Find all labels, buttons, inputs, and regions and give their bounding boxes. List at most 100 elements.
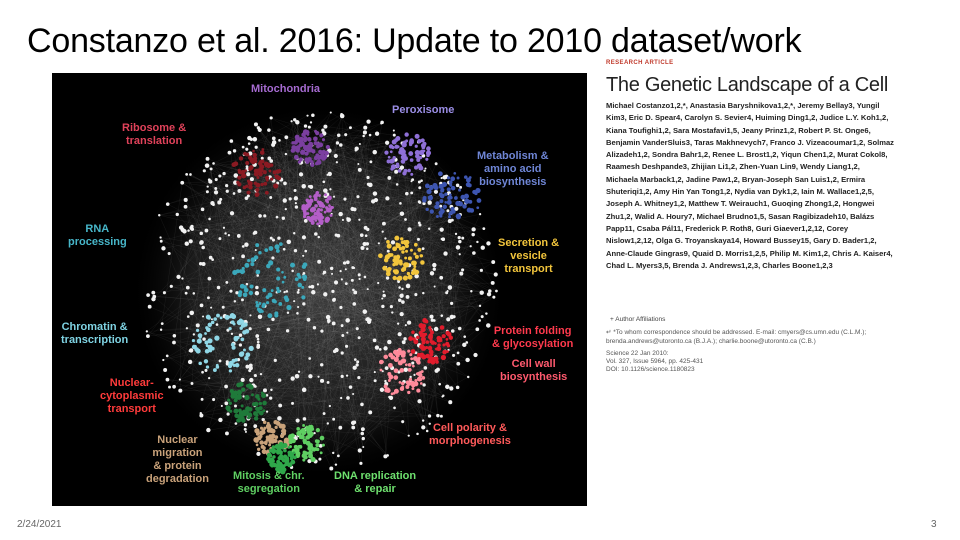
- network-edge: [269, 158, 329, 383]
- network-edge: [160, 237, 243, 301]
- cluster-node: [476, 198, 482, 203]
- cluster-node: [440, 188, 445, 193]
- network-node: [362, 445, 365, 448]
- cluster-node: [253, 171, 259, 177]
- cluster-node: [438, 184, 443, 189]
- cluster-node: [410, 357, 414, 361]
- cluster-node: [243, 287, 249, 293]
- network-node: [326, 422, 329, 425]
- network-edge: [208, 275, 258, 331]
- network-node: [217, 200, 222, 205]
- network-node: [202, 337, 206, 341]
- network-graph: [135, 107, 503, 475]
- network-edge: [308, 219, 406, 320]
- cluster-node: [318, 194, 321, 197]
- cluster-node: [237, 292, 242, 298]
- network-node: [384, 366, 389, 370]
- cluster-node: [472, 189, 477, 195]
- network-node: [422, 383, 426, 387]
- network-node: [259, 372, 263, 376]
- network-edge: [246, 198, 356, 360]
- network-node: [338, 211, 343, 217]
- cluster-node: [400, 267, 405, 272]
- genetic-network-figure: Mitochondria Peroxisome Ribosome & transl…: [52, 73, 587, 506]
- cluster-node: [273, 183, 279, 189]
- network-edge: [171, 286, 356, 360]
- network-node: [352, 365, 357, 370]
- network-edge: [226, 261, 494, 434]
- cluster-node: [414, 378, 418, 383]
- network-node: [248, 366, 253, 371]
- network-edge: [271, 160, 328, 195]
- network-edge: [219, 195, 326, 362]
- network-node: [238, 333, 243, 337]
- network-node: [332, 417, 336, 421]
- cluster-node: [304, 451, 309, 456]
- network-edge: [159, 214, 482, 293]
- cluster-node: [426, 146, 431, 151]
- cluster-node: [428, 185, 434, 191]
- cluster-node: [234, 362, 240, 368]
- network-node: [445, 384, 450, 390]
- network-edge: [382, 231, 404, 343]
- network-edge: [186, 174, 258, 337]
- cluster-node: [399, 147, 405, 153]
- network-node: [249, 377, 254, 383]
- cluster-node: [260, 182, 264, 187]
- network-edge: [208, 286, 310, 299]
- cluster-node: [324, 193, 327, 197]
- network-node: [245, 165, 249, 169]
- network-edge: [369, 184, 460, 204]
- cluster-node: [283, 295, 289, 300]
- network-edge: [251, 178, 368, 249]
- network-edge: [325, 190, 376, 373]
- cluster-node: [314, 219, 318, 222]
- network-edge: [226, 269, 463, 434]
- network-edge: [350, 292, 424, 388]
- network-node: [214, 186, 218, 190]
- network-node: [360, 402, 364, 407]
- network-node: [428, 422, 431, 425]
- cluster-node: [290, 262, 296, 268]
- cluster-node: [448, 180, 453, 185]
- cluster-node: [449, 193, 452, 197]
- cluster-node: [260, 159, 265, 164]
- network-edge: [284, 179, 413, 201]
- network-edge: [346, 330, 453, 347]
- network-edge: [159, 215, 195, 294]
- network-node: [244, 430, 247, 433]
- cluster-node: [203, 359, 209, 364]
- cluster-node: [320, 153, 325, 158]
- cluster-node: [236, 414, 241, 419]
- network-edge: [300, 127, 351, 164]
- cluster-node: [420, 260, 425, 265]
- network-edge: [227, 313, 298, 331]
- network-edge: [241, 415, 438, 419]
- network-edge: [255, 249, 417, 341]
- network-edge: [435, 163, 461, 188]
- network-node: [340, 396, 343, 400]
- network-edge: [171, 286, 459, 364]
- network-edge: [306, 161, 310, 462]
- cluster-node: [247, 259, 251, 263]
- author-affiliations-link[interactable]: + Author Affiliations: [610, 316, 666, 323]
- network-edge: [268, 316, 452, 330]
- network-edge: [193, 121, 369, 335]
- network-edge: [374, 281, 399, 341]
- network-edge: [370, 319, 400, 373]
- slide-title: Constanzo et al. 2016: Update to 2010 da…: [27, 22, 802, 60]
- network-node: [432, 267, 436, 271]
- network-node: [417, 200, 421, 204]
- citation-line: Science 22 Jan 2010:: [606, 350, 669, 357]
- network-edge: [181, 202, 420, 228]
- network-node: [172, 384, 176, 389]
- network-node: [384, 237, 387, 240]
- network-edge: [258, 198, 388, 346]
- network-node: [409, 375, 412, 379]
- network-edge: [210, 181, 335, 197]
- network-node: [377, 281, 380, 285]
- cluster-node: [293, 154, 299, 160]
- network-edge: [257, 338, 311, 377]
- network-edge: [255, 147, 356, 360]
- network-edge: [303, 165, 398, 390]
